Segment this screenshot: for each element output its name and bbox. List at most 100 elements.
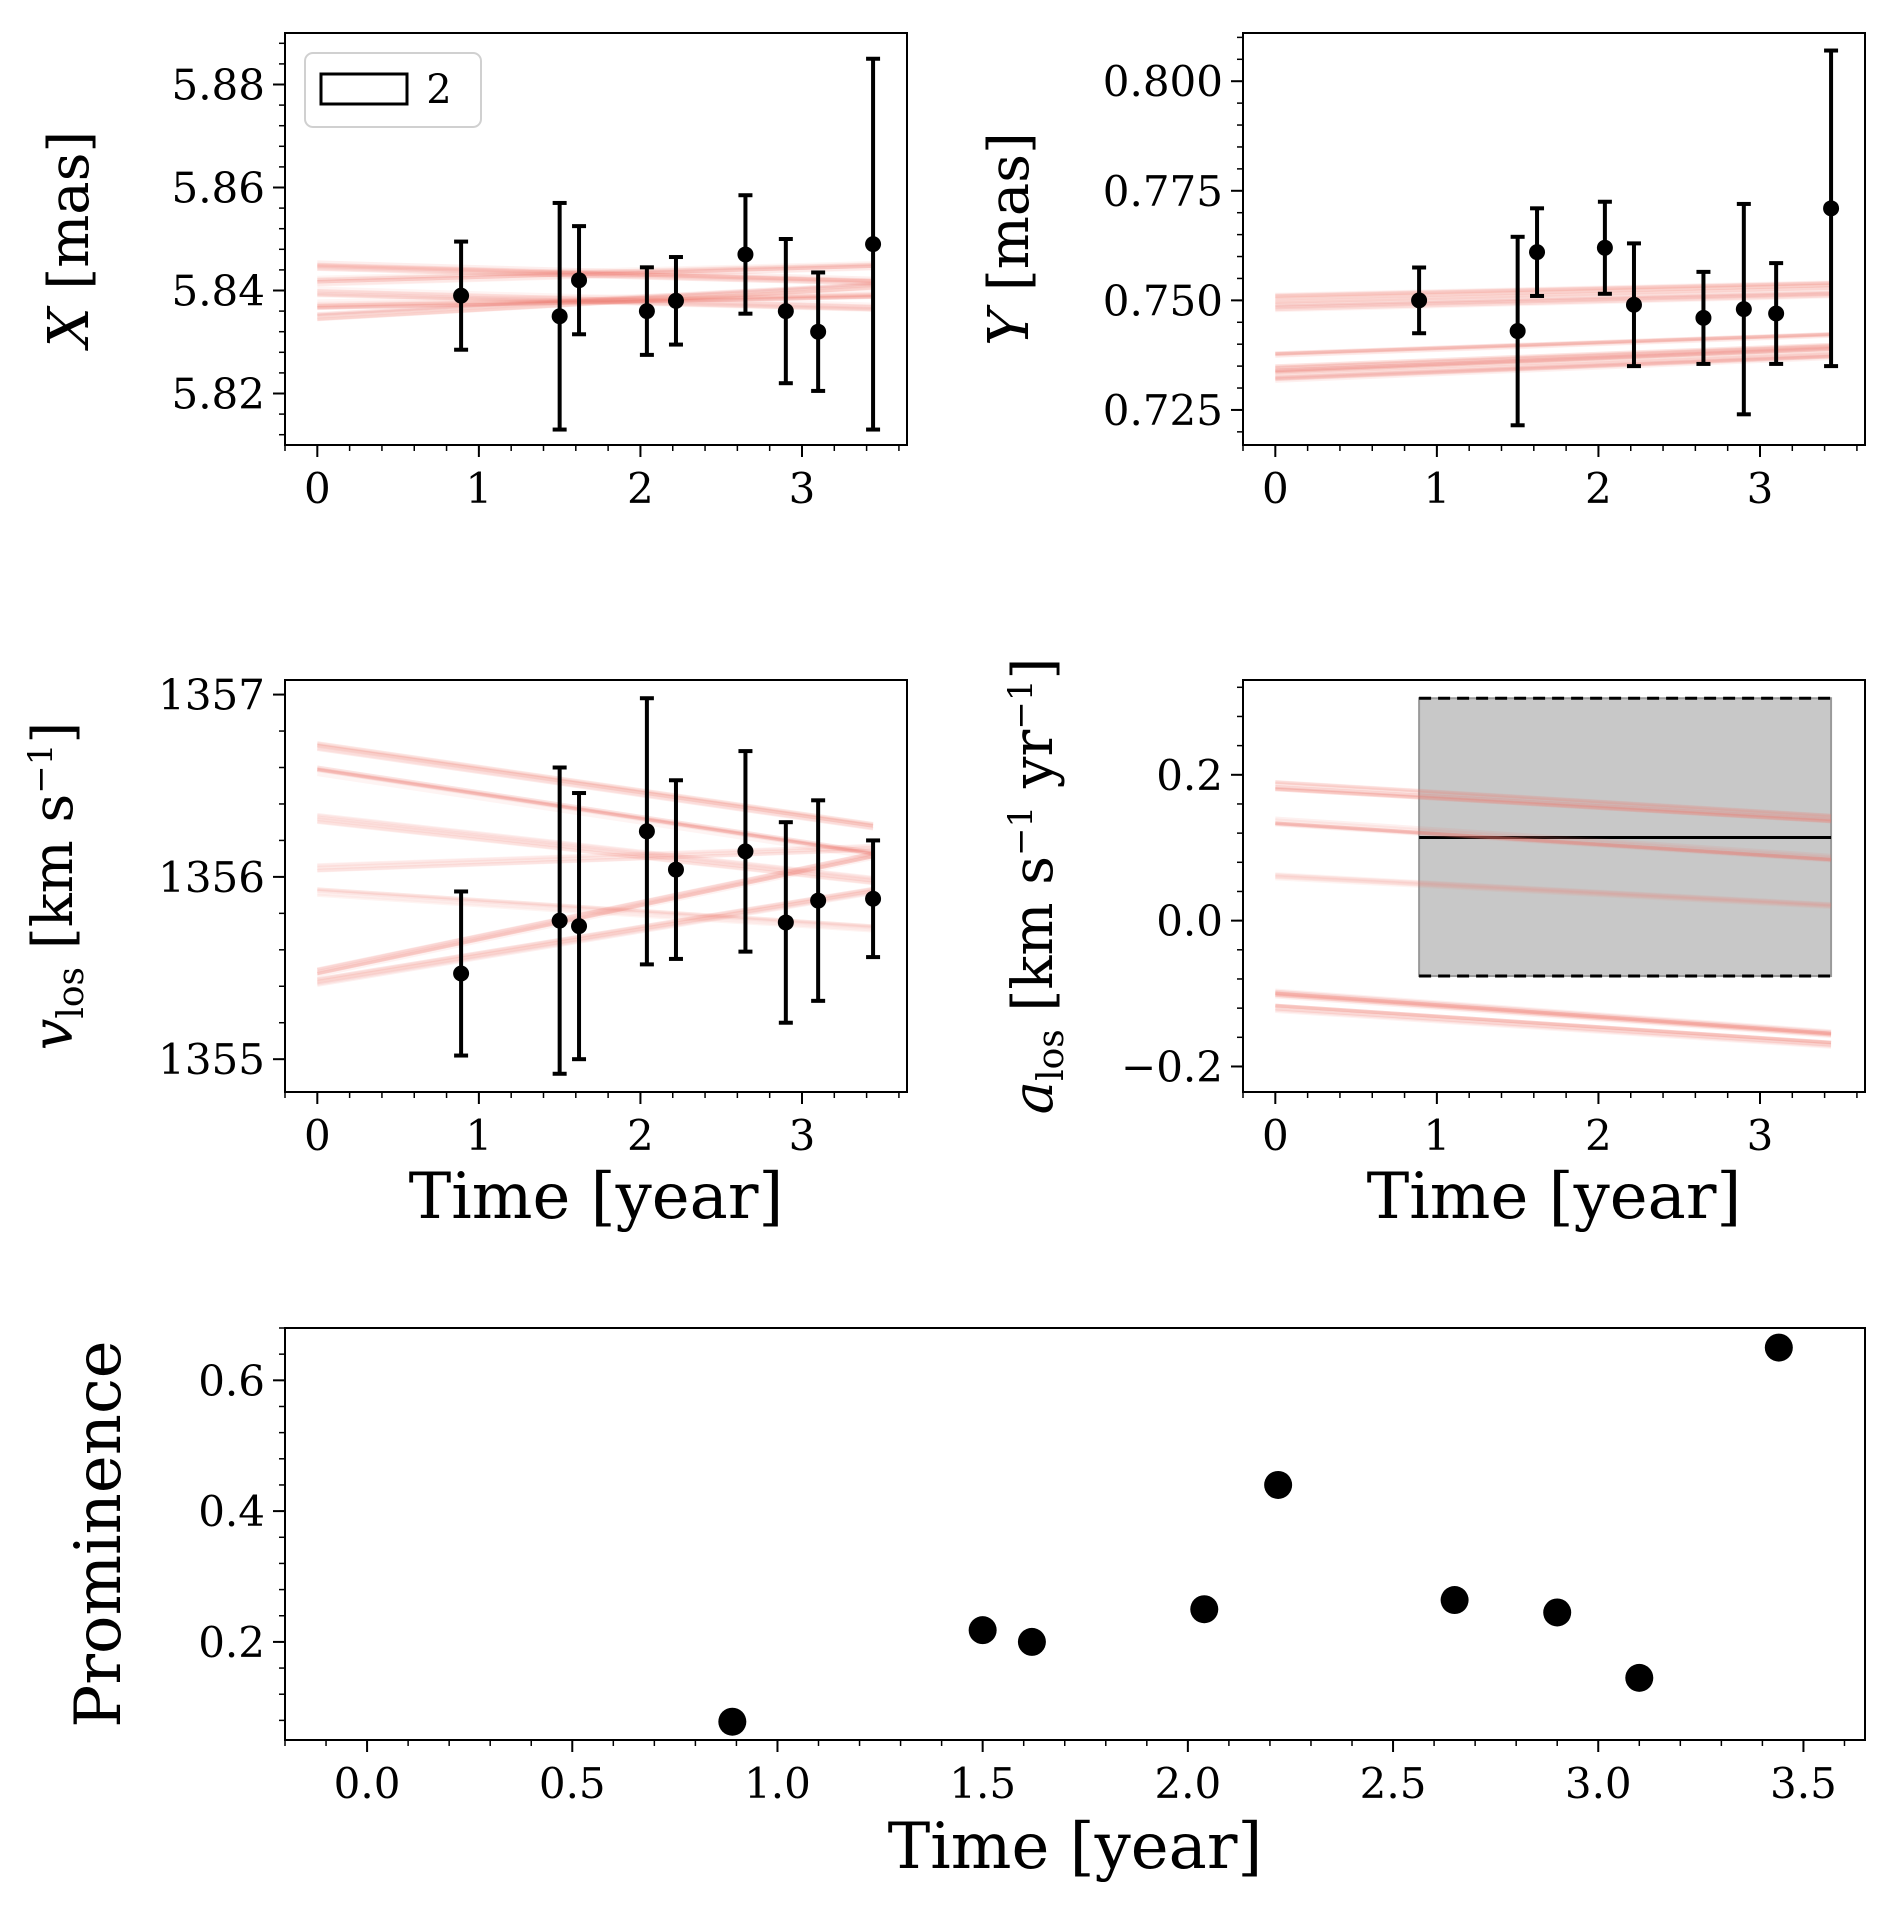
y-tick-label: 0.2 (198, 1618, 265, 1667)
model-line (317, 264, 874, 284)
data-point (1768, 305, 1785, 322)
model-line (317, 267, 874, 286)
model-line (1275, 344, 1832, 370)
model-line (1275, 281, 1832, 298)
model-line (316, 854, 874, 976)
x-tick-label: 1 (1424, 1111, 1451, 1160)
model-line (317, 747, 874, 831)
model-line (1275, 283, 1832, 301)
model-line (1275, 819, 1832, 860)
data-point (571, 272, 588, 289)
data-point (1017, 1627, 1046, 1656)
model-line (1275, 988, 1832, 1033)
panel-prominence: 0.0 0.5 1.0 1.5 2.0 2.5 3.0 3.5 0.2 0.4 0.6 Promine… (62, 1327, 1866, 1884)
model-line (1275, 1004, 1832, 1045)
data-point (737, 843, 754, 860)
model-line (1275, 995, 1832, 1038)
model-line (317, 889, 874, 984)
model-line (317, 814, 874, 881)
model-line (317, 286, 874, 321)
model-line (317, 744, 874, 828)
model-line (317, 768, 874, 857)
data-point (638, 303, 655, 320)
y-tick-label: 5.86 (171, 164, 265, 213)
model-line (317, 744, 874, 828)
model-line (1275, 779, 1832, 818)
data-point (1411, 292, 1428, 309)
model-line (1275, 350, 1832, 375)
model-line (317, 282, 874, 317)
model-line (317, 295, 874, 311)
data-point (1509, 323, 1526, 340)
model-line (1275, 786, 1832, 823)
y-axis-label: X [mas] (37, 131, 102, 352)
model-line (1275, 334, 1832, 358)
model-line (317, 767, 874, 856)
model-line (1275, 872, 1832, 906)
model-line (317, 817, 874, 883)
model-line (317, 845, 874, 870)
model-line (1275, 786, 1832, 823)
model-line (317, 820, 874, 886)
model-line (1275, 991, 1832, 1036)
panel-vlos: 0 1 2 3 1355 1356 1357 vlos [km s−1] Time [year] (21, 671, 908, 1234)
y-tick-label: 0.725 (1103, 386, 1223, 435)
y-tick-label: 0.800 (1103, 57, 1223, 106)
model-line (317, 266, 874, 286)
model-line (1275, 283, 1832, 301)
model-line (1275, 294, 1832, 312)
model-line (317, 843, 874, 867)
model-line (317, 294, 874, 309)
legend-swatch (319, 72, 409, 106)
x-tick-label: 1.0 (744, 1759, 811, 1808)
model-line (1275, 875, 1832, 909)
model-line (1275, 286, 1832, 304)
model-line (317, 291, 874, 306)
x-tick-label: 1 (466, 464, 493, 513)
model-line (1275, 991, 1832, 1035)
model-line (317, 846, 874, 871)
model-line (317, 289, 874, 303)
model-line (317, 263, 874, 283)
model-line (317, 886, 874, 981)
model-line (1275, 992, 1832, 1036)
model-line (317, 816, 874, 883)
model-line (317, 743, 874, 828)
legend: 2 (304, 52, 482, 128)
x-tick-label: 2 (627, 1111, 654, 1160)
model-line (1275, 991, 1832, 1036)
y-tick-label: 1357 (158, 671, 265, 720)
plot-area (317, 56, 882, 432)
model-line (317, 289, 874, 309)
model-line (317, 293, 874, 308)
model-line (317, 266, 874, 286)
model-line (316, 853, 874, 974)
data-point (810, 323, 827, 340)
model-line (1275, 822, 1832, 862)
model-line (317, 768, 874, 857)
model-line (317, 293, 874, 307)
data-point (1695, 309, 1712, 326)
model-line (1275, 289, 1832, 305)
model-line (317, 283, 874, 317)
model-line (1275, 989, 1832, 1034)
model-line (1275, 355, 1832, 382)
model-line (1275, 1003, 1832, 1045)
model-line (1275, 282, 1832, 300)
model-line (1275, 1006, 1832, 1047)
model-line (1275, 354, 1832, 381)
y-tick-label: 5.82 (171, 370, 265, 419)
x-tick-label: 0 (1262, 1111, 1289, 1160)
y-tick-label: 0.775 (1103, 167, 1223, 216)
model-line (317, 741, 874, 826)
data-point (1596, 239, 1613, 256)
y-tick-label: 0.6 (198, 1356, 265, 1405)
model-line (317, 886, 874, 981)
plot-area (718, 1333, 1793, 1736)
model-line (317, 264, 874, 284)
model-line (1275, 872, 1832, 906)
model-line (317, 887, 874, 982)
data-point (718, 1707, 747, 1736)
model-line (317, 295, 874, 310)
